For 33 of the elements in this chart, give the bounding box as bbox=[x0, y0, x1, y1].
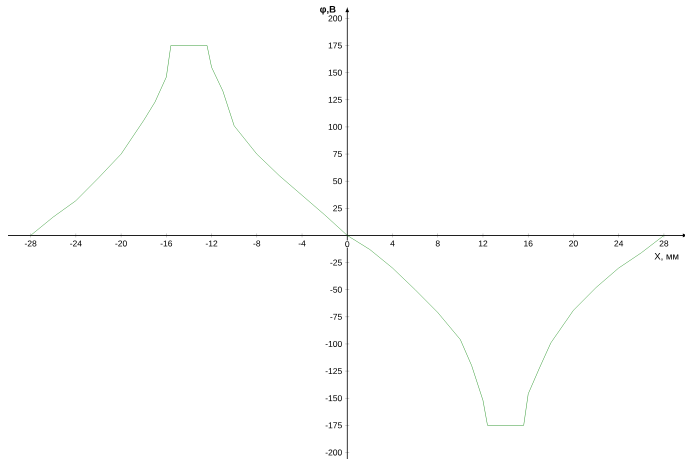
x-tick-label: 4 bbox=[390, 240, 395, 246]
x-axis-title: X, мм bbox=[654, 253, 678, 261]
y-tick-label: 75 bbox=[333, 151, 342, 158]
x-tick-label: -16 bbox=[160, 240, 172, 246]
y-tick-label: -150 bbox=[326, 395, 342, 402]
y-axis-title: φ,В bbox=[320, 6, 336, 15]
x-tick-label: 16 bbox=[524, 240, 533, 246]
y-tick-label: 100 bbox=[328, 124, 342, 130]
y-tick-label: -100 bbox=[326, 340, 342, 347]
x-tick-label: 0 bbox=[345, 241, 350, 248]
y-tick-label: 25 bbox=[333, 205, 342, 212]
x-tick-label: 20 bbox=[569, 240, 578, 246]
y-tick-label: 175 bbox=[328, 42, 342, 48]
x-tick-label: -20 bbox=[115, 240, 127, 246]
y-tick-label: 125 bbox=[328, 96, 342, 103]
y-tick-label: -200 bbox=[326, 449, 342, 456]
x-tick-label: -24 bbox=[70, 240, 82, 246]
y-tick-label: -175 bbox=[326, 422, 342, 428]
x-tick-label: 24 bbox=[614, 240, 624, 246]
y-tick-label: -125 bbox=[326, 368, 342, 374]
y-tick-label: 150 bbox=[328, 70, 342, 76]
y-tick-label: -25 bbox=[330, 260, 342, 266]
y-tick-label: -75 bbox=[330, 314, 342, 320]
x-tick-label: 12 bbox=[478, 240, 488, 246]
x-tick-label: -8 bbox=[253, 240, 260, 246]
x-tick-label: -28 bbox=[24, 240, 36, 246]
x-tick-label: -4 bbox=[298, 240, 306, 246]
y-tick-label: 200 bbox=[328, 15, 342, 22]
x-tick-label: 28 bbox=[660, 240, 668, 246]
y-tick-label: 50 bbox=[333, 178, 342, 184]
x-tick-label: -12 bbox=[206, 240, 218, 246]
x-tick-label: 8 bbox=[436, 240, 440, 246]
y-tick-label: -50 bbox=[330, 286, 342, 293]
